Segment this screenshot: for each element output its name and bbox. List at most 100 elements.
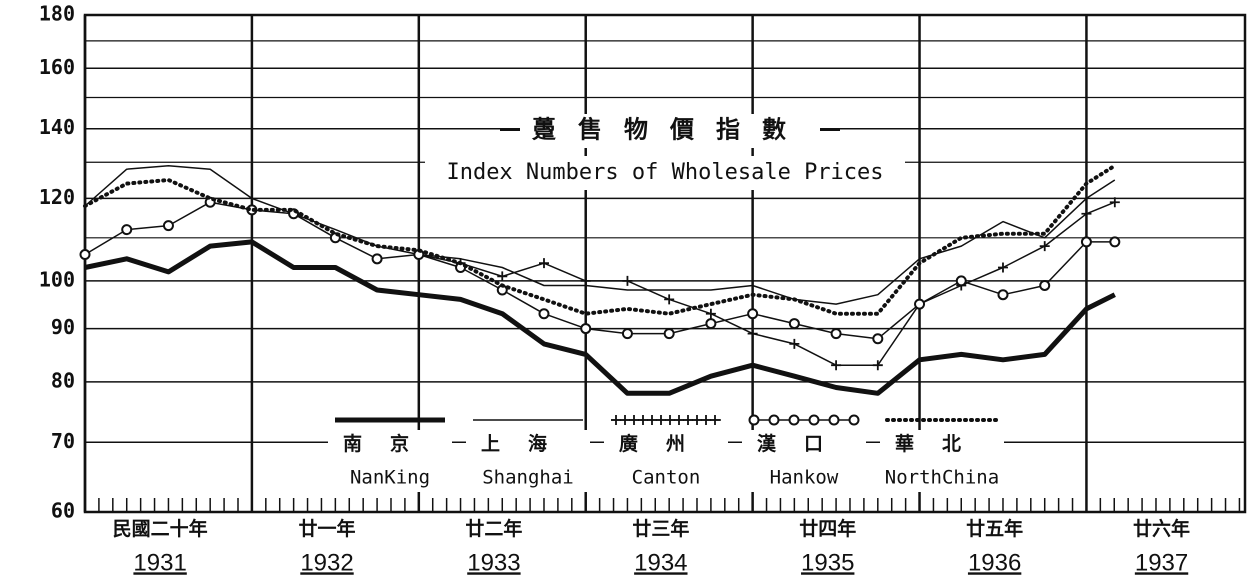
legend-label-zh: 廣州 (619, 432, 713, 455)
plus-marker (710, 415, 720, 425)
legend-item: 上海 Shanghai (466, 419, 590, 492)
legend-label-zh: 上海 (481, 432, 575, 455)
circle-marker (538, 308, 550, 320)
x-tick-label: 1933 (467, 549, 520, 576)
title-backdrop (520, 114, 820, 148)
x-tick-label-zh: 廿六年 (1133, 517, 1190, 540)
circle-marker (162, 220, 174, 232)
x-tick-label: 1937 (1135, 549, 1188, 576)
circle-marker (1080, 236, 1092, 248)
circle-marker (580, 323, 592, 335)
chart-title: 躉售物價指數 (531, 115, 808, 144)
legend-item: 漢口 Hankow (742, 414, 866, 492)
series-line (84, 164, 1116, 305)
legend-item: 華北 NorthChina (880, 418, 1004, 492)
x-tick-label: 1935 (801, 549, 854, 576)
x-tick-label-zh: 廿三年 (632, 517, 689, 540)
plus-marker (1109, 197, 1120, 208)
plus-marker (638, 415, 648, 425)
circle-marker (828, 414, 840, 426)
circle-marker (914, 298, 926, 310)
series-line (83, 163, 1117, 316)
circle-marker (808, 414, 820, 426)
chart-subtitle: Index Numbers of Wholesale Prices (446, 160, 883, 185)
plus-marker (497, 271, 508, 282)
plus-marker (665, 415, 675, 425)
plus-marker (831, 360, 842, 371)
plus-marker (683, 415, 693, 425)
x-tick-label: 1932 (300, 549, 353, 576)
plus-marker (747, 328, 758, 339)
legend-label-zh: 南京 (343, 432, 437, 455)
plus-marker (701, 415, 711, 425)
legend-backdrop (466, 430, 590, 492)
series-line (84, 239, 1116, 396)
plus-marker (611, 415, 621, 425)
x-tick-label: 1931 (133, 549, 186, 576)
y-tick-label: 90 (51, 315, 75, 339)
x-tick-label-zh: 廿二年 (465, 517, 522, 540)
plus-marker (997, 262, 1008, 273)
legend-backdrop (328, 430, 452, 492)
x-tick-label: 1936 (968, 549, 1021, 576)
circle-marker (663, 328, 675, 340)
legend-backdrop (880, 430, 1004, 492)
plus-marker (664, 294, 675, 305)
circle-marker (1109, 236, 1121, 248)
plus-marker (620, 415, 630, 425)
circle-marker (955, 275, 967, 287)
plus-marker (622, 275, 633, 286)
circle-marker (747, 308, 759, 320)
circle-marker (748, 414, 760, 426)
legend-label: Shanghai (482, 467, 574, 489)
plus-marker (580, 275, 591, 286)
legend-backdrop (604, 430, 728, 492)
plus-marker (674, 415, 684, 425)
plot-lines (79, 163, 1121, 396)
circle-marker (788, 318, 800, 330)
legend-label-zh: 漢口 (757, 432, 851, 455)
x-tick-label-zh: 民國二十年 (113, 517, 208, 540)
legend-label: Canton (632, 467, 701, 489)
legend-label: NorthChina (885, 467, 999, 489)
x-tick-label: 1934 (634, 549, 687, 576)
subtitle-backdrop (425, 156, 905, 190)
y-tick-label: 180 (39, 2, 75, 26)
plus-marker (1039, 241, 1050, 252)
circle-marker (121, 224, 133, 236)
plus-marker (647, 415, 657, 425)
circle-marker (79, 249, 91, 261)
circle-marker (371, 253, 383, 265)
circle-marker (872, 333, 884, 345)
plus-marker (872, 360, 883, 371)
plus-marker (705, 308, 716, 319)
x-tick-label-zh: 廿四年 (799, 517, 856, 540)
circle-marker (705, 318, 717, 330)
circle-marker (997, 289, 1009, 301)
plus-marker (692, 415, 702, 425)
circle-marker (1039, 279, 1051, 291)
legend-item: 南京 NanKing (328, 417, 452, 492)
circle-marker (848, 414, 860, 426)
circle-marker (768, 414, 780, 426)
legend-item: 廣州 Canton (604, 415, 728, 492)
x-tick-label-zh: 廿五年 (966, 517, 1023, 540)
y-tick-label: 120 (39, 185, 75, 209)
y-tick-label: 100 (39, 267, 75, 291)
plus-marker (629, 415, 639, 425)
y-tick-label: 140 (39, 115, 75, 139)
plus-marker (656, 415, 666, 425)
circle-marker (621, 328, 633, 340)
y-tick-label: 160 (39, 55, 75, 79)
circle-marker (830, 328, 842, 340)
series-line (418, 201, 1116, 366)
y-tick-label: 70 (51, 429, 75, 453)
legend-label-zh: 華北 (895, 432, 989, 455)
y-tick-label: 60 (51, 499, 75, 523)
plus-marker (789, 338, 800, 349)
plus-marker (538, 258, 549, 269)
legend-label: Hankow (770, 467, 839, 489)
legend-label: NanKing (350, 467, 430, 489)
